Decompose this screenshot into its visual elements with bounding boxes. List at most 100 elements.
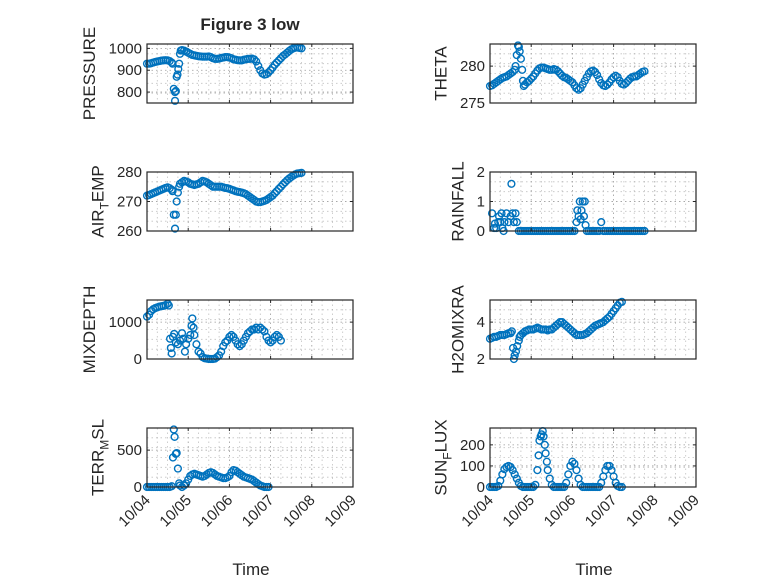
y-tick-label: 100 bbox=[460, 458, 485, 475]
data-point bbox=[593, 70, 602, 80]
data-point bbox=[245, 327, 255, 336]
data-point bbox=[498, 470, 507, 479]
y-tick-label: 1 bbox=[477, 194, 485, 211]
axes-frame bbox=[489, 299, 697, 360]
data-point bbox=[508, 466, 517, 475]
data-point bbox=[542, 457, 551, 466]
data-point bbox=[254, 61, 263, 70]
data-point bbox=[568, 457, 577, 466]
x-tick-label: 10/05 bbox=[156, 492, 195, 531]
data-point bbox=[168, 187, 177, 196]
data-point bbox=[166, 343, 175, 353]
data-point bbox=[511, 209, 520, 218]
y-tick-label: 260 bbox=[117, 223, 142, 240]
data-point bbox=[572, 84, 581, 93]
data-point bbox=[171, 338, 180, 347]
data-point bbox=[516, 54, 526, 63]
x-tick-label: 10/05 bbox=[499, 492, 538, 531]
y-axis-label-subscript: M bbox=[98, 440, 112, 450]
data-point bbox=[167, 482, 176, 491]
data-point bbox=[507, 327, 516, 336]
y-tick-label: 200 bbox=[460, 437, 485, 454]
data-point bbox=[235, 341, 244, 351]
data-point bbox=[508, 209, 517, 218]
data-point bbox=[507, 179, 516, 188]
data-point bbox=[170, 96, 180, 105]
axes-frame bbox=[146, 427, 354, 488]
data-point bbox=[506, 329, 515, 338]
y-axis-label-part: TERR bbox=[89, 450, 108, 496]
data-point bbox=[564, 470, 573, 479]
data-point bbox=[617, 297, 626, 306]
data-point bbox=[511, 62, 520, 71]
data-point bbox=[180, 347, 190, 356]
data-point bbox=[611, 71, 620, 80]
data-point bbox=[221, 338, 230, 347]
data-point bbox=[621, 78, 631, 88]
data-point bbox=[272, 58, 281, 67]
y-tick-label: 1000 bbox=[109, 40, 142, 57]
data-point bbox=[500, 218, 509, 227]
y-axis-label: PRESSURE bbox=[80, 27, 99, 121]
data-point bbox=[541, 449, 550, 458]
data-point bbox=[603, 80, 612, 89]
y-tick-label: 0 bbox=[477, 479, 485, 496]
data-point bbox=[527, 74, 536, 83]
data-point bbox=[509, 218, 518, 227]
y-tick-label: 1000 bbox=[109, 314, 142, 331]
x-tick-label: 10/06 bbox=[198, 492, 237, 531]
data-point bbox=[186, 330, 195, 340]
x-tick-label: 10/06 bbox=[541, 492, 580, 531]
y-axis-label-part: AIR bbox=[89, 209, 108, 237]
data-point bbox=[170, 329, 179, 339]
data-point bbox=[572, 466, 581, 475]
y-axis-label-part: LUX bbox=[432, 419, 451, 452]
data-point bbox=[543, 466, 552, 475]
y-tick-label: 4 bbox=[477, 314, 485, 331]
x-tick-label: 10/07 bbox=[239, 492, 278, 531]
data-point bbox=[276, 182, 286, 191]
data-point bbox=[515, 47, 524, 56]
data-point bbox=[531, 480, 540, 489]
data-point bbox=[513, 341, 522, 351]
y-axis-label: RAINFALL bbox=[449, 161, 468, 241]
data-point bbox=[272, 187, 281, 196]
figure-title: Figure 3 low bbox=[200, 15, 300, 34]
data-point bbox=[173, 464, 183, 473]
data-point bbox=[173, 70, 182, 79]
data-point bbox=[272, 330, 281, 340]
y-axis-label: H2OMIXRA bbox=[449, 284, 468, 373]
data-point bbox=[274, 56, 283, 65]
y-axis-label-part: SL bbox=[89, 419, 108, 440]
data-point bbox=[588, 66, 598, 75]
data-point bbox=[534, 451, 543, 460]
data-point bbox=[580, 197, 589, 206]
subplot-terr-msl: 10/04 10/05 10/06 10/07 10/08 10/09 0 500 TERRMS… bbox=[89, 419, 360, 530]
data-point bbox=[252, 57, 261, 66]
data-point bbox=[172, 448, 181, 458]
data-point bbox=[579, 212, 589, 221]
data-point bbox=[233, 340, 242, 349]
x-tick-label: 10/08 bbox=[280, 492, 319, 531]
data-point bbox=[297, 168, 306, 177]
data-point bbox=[179, 481, 189, 490]
y-tick-label: 2 bbox=[477, 351, 485, 368]
y-tick-label: 0 bbox=[134, 351, 142, 368]
data-point bbox=[194, 347, 203, 356]
data-point bbox=[212, 353, 222, 362]
data-point bbox=[553, 67, 563, 76]
x-axis-label-right: Time bbox=[575, 560, 612, 579]
data-point bbox=[636, 69, 645, 78]
axes-frame bbox=[489, 43, 697, 104]
axes-frame bbox=[489, 427, 697, 488]
y-tick-label: 280 bbox=[117, 164, 142, 181]
data-point bbox=[512, 218, 521, 227]
subplot-air-temp: 260 270 280 AIRTEMP bbox=[89, 164, 354, 240]
axes-frame bbox=[146, 43, 354, 104]
data-point bbox=[171, 86, 180, 96]
data-point bbox=[605, 461, 614, 471]
data-point bbox=[297, 44, 306, 53]
data-point bbox=[177, 329, 187, 338]
y-axis-label-part: SUN bbox=[432, 460, 451, 496]
data-point bbox=[557, 71, 567, 80]
